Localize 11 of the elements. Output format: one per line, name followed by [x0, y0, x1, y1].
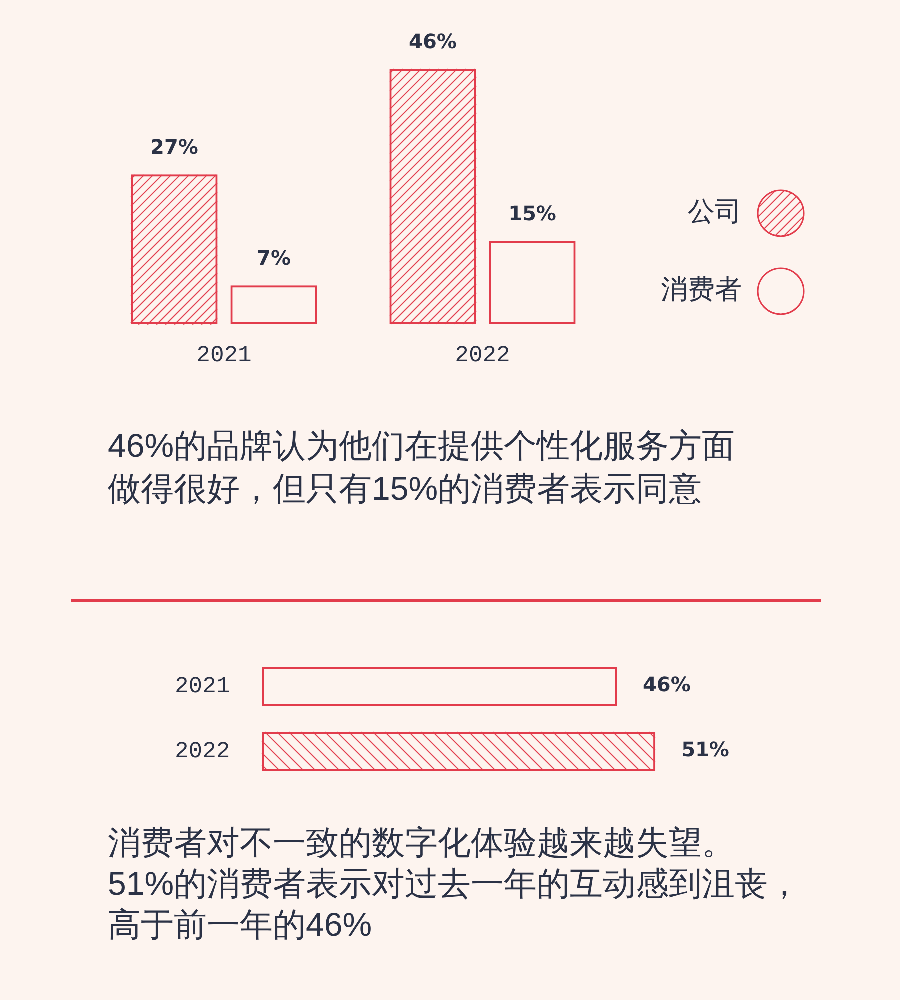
data-label: 46%	[643, 672, 691, 697]
legend-label: 公司	[688, 196, 742, 228]
data-label: 7%	[257, 246, 291, 270]
data-label: 27%	[150, 134, 198, 159]
data-label: 15%	[508, 201, 556, 226]
legend-label: 消费者	[661, 274, 742, 306]
text: 消费者对不一致的数字化体验越来越失望。	[108, 823, 736, 863]
text: 46%的品牌认为他们在提供个性化服务方面做得很好，但只有15%的消费者表示同意	[108, 426, 736, 509]
text: 51%的消费者表示对过去一年的互动感到沮丧，高于前一年的46%	[108, 864, 802, 945]
data-label: 51%	[682, 738, 730, 762]
data-label: 46%	[409, 29, 457, 54]
